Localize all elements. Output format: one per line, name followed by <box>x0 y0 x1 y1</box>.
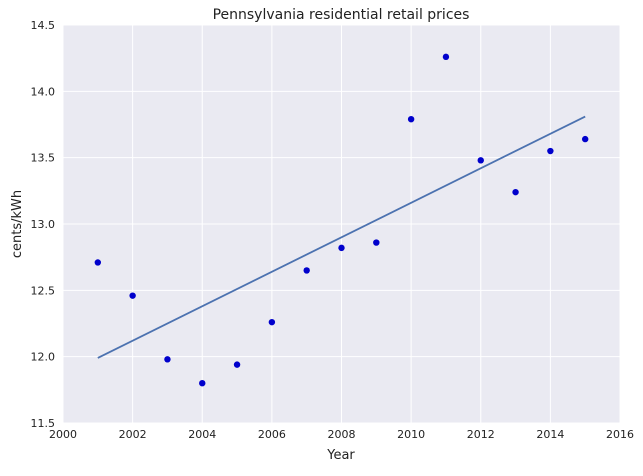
x-tick-labels: 2000 2002 2004 2006 2008 2010 2012 2014 2016 <box>49 428 634 441</box>
data-point <box>581 135 589 143</box>
x-tick-label: 2004 <box>188 428 216 441</box>
x-axis-title: Year <box>326 448 355 463</box>
x-tick-label: 2000 <box>49 428 77 441</box>
data-point <box>373 239 380 246</box>
x-tick-label: 2002 <box>119 428 147 441</box>
chart-marks <box>94 53 589 387</box>
x-tick-label: 2008 <box>328 428 356 441</box>
data-point <box>233 361 241 368</box>
data-point <box>199 380 206 387</box>
y-tick-label: 11.5 <box>31 417 56 430</box>
x-tick-label: 2012 <box>467 428 495 441</box>
x-tick-label: 2014 <box>536 428 564 441</box>
data-point <box>477 157 484 164</box>
data-point <box>303 267 310 274</box>
grid <box>62 24 621 424</box>
data-point <box>94 259 102 266</box>
y-tick-label: 13.0 <box>31 218 56 231</box>
data-point <box>512 188 519 196</box>
data-point <box>164 356 171 363</box>
data-point <box>268 318 276 326</box>
data-point <box>129 292 136 299</box>
y-tick-label: 13.5 <box>31 152 56 165</box>
y-tick-label: 14.5 <box>31 19 56 32</box>
data-point <box>407 115 415 123</box>
x-tick-label: 2006 <box>258 428 286 441</box>
y-tick-labels: 11.5 12.0 12.5 13.0 13.5 14.0 14.5 <box>31 19 56 430</box>
x-tick-label: 2016 <box>606 428 634 441</box>
data-point <box>547 147 554 155</box>
chart-title: Pennsylvania residential retail prices <box>213 7 470 23</box>
data-point <box>442 53 450 61</box>
data-point <box>338 244 345 252</box>
y-tick-label: 14.0 <box>31 85 56 98</box>
x-tick-label: 2010 <box>397 428 425 441</box>
trend-line <box>97 115 586 359</box>
y-tick-label: 12.0 <box>31 351 56 364</box>
y-tick-label: 12.5 <box>31 284 56 297</box>
y-axis-title: cents/kWh <box>10 190 25 258</box>
